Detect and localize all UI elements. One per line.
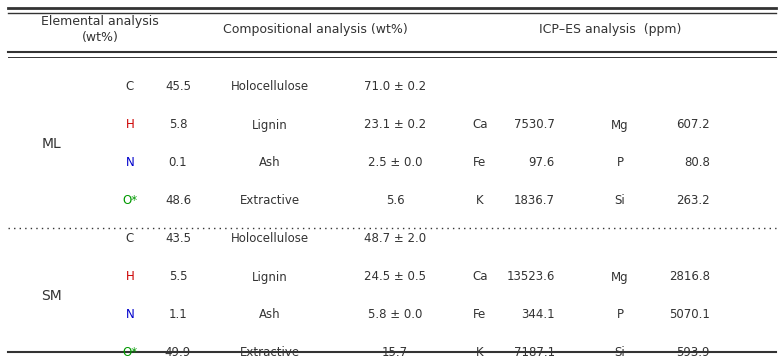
Text: 5.5: 5.5 bbox=[169, 270, 187, 283]
Text: 15.7: 15.7 bbox=[382, 347, 408, 360]
Text: Ca: Ca bbox=[472, 118, 488, 131]
Text: 1836.7: 1836.7 bbox=[514, 195, 555, 208]
Text: (wt%): (wt%) bbox=[82, 31, 118, 44]
Text: 49.9: 49.9 bbox=[165, 347, 191, 360]
Text: 48.6: 48.6 bbox=[165, 195, 191, 208]
Text: O*: O* bbox=[122, 195, 137, 208]
Text: O*: O* bbox=[122, 347, 137, 360]
Text: K: K bbox=[476, 195, 484, 208]
Text: Ash: Ash bbox=[260, 309, 281, 322]
Text: C: C bbox=[126, 81, 134, 93]
Text: 5070.1: 5070.1 bbox=[669, 309, 710, 322]
Text: Holocellulose: Holocellulose bbox=[231, 81, 309, 93]
Text: Mg: Mg bbox=[612, 270, 629, 283]
Text: H: H bbox=[125, 118, 134, 131]
Text: Mg: Mg bbox=[612, 118, 629, 131]
Text: ML: ML bbox=[42, 137, 62, 151]
Text: Ca: Ca bbox=[472, 270, 488, 283]
Text: 0.1: 0.1 bbox=[169, 157, 187, 170]
Text: Elemental analysis: Elemental analysis bbox=[41, 16, 159, 29]
Text: Fe: Fe bbox=[474, 157, 487, 170]
Text: Fe: Fe bbox=[474, 309, 487, 322]
Text: 23.1 ± 0.2: 23.1 ± 0.2 bbox=[364, 118, 426, 131]
Text: 263.2: 263.2 bbox=[677, 195, 710, 208]
Text: Compositional analysis (wt%): Compositional analysis (wt%) bbox=[223, 23, 408, 36]
Text: 13523.6: 13523.6 bbox=[506, 270, 555, 283]
Text: ICP–ES analysis  (ppm): ICP–ES analysis (ppm) bbox=[539, 23, 681, 36]
Text: 1.1: 1.1 bbox=[169, 309, 187, 322]
Text: N: N bbox=[125, 309, 134, 322]
Text: 5.8 ± 0.0: 5.8 ± 0.0 bbox=[368, 309, 423, 322]
Text: Si: Si bbox=[615, 347, 626, 360]
Text: Extractive: Extractive bbox=[240, 347, 300, 360]
Text: Lignin: Lignin bbox=[252, 118, 288, 131]
Text: P: P bbox=[616, 157, 623, 170]
Text: 5.8: 5.8 bbox=[169, 118, 187, 131]
Text: 48.7 ± 2.0: 48.7 ± 2.0 bbox=[364, 232, 426, 245]
Text: 593.9: 593.9 bbox=[677, 347, 710, 360]
Text: 344.1: 344.1 bbox=[521, 309, 555, 322]
Text: 71.0 ± 0.2: 71.0 ± 0.2 bbox=[364, 81, 426, 93]
Text: 45.5: 45.5 bbox=[165, 81, 191, 93]
Text: H: H bbox=[125, 270, 134, 283]
Text: Lignin: Lignin bbox=[252, 270, 288, 283]
Text: 2816.8: 2816.8 bbox=[669, 270, 710, 283]
Text: 97.6: 97.6 bbox=[528, 157, 555, 170]
Text: P: P bbox=[616, 309, 623, 322]
Text: 607.2: 607.2 bbox=[677, 118, 710, 131]
Text: 2.5 ± 0.0: 2.5 ± 0.0 bbox=[368, 157, 423, 170]
Text: 5.6: 5.6 bbox=[386, 195, 405, 208]
Text: 43.5: 43.5 bbox=[165, 232, 191, 245]
Text: K: K bbox=[476, 347, 484, 360]
Text: 24.5 ± 0.5: 24.5 ± 0.5 bbox=[364, 270, 426, 283]
Text: C: C bbox=[126, 232, 134, 245]
Text: 7187.1: 7187.1 bbox=[514, 347, 555, 360]
Text: SM: SM bbox=[42, 289, 63, 303]
Text: Si: Si bbox=[615, 195, 626, 208]
Text: 80.8: 80.8 bbox=[684, 157, 710, 170]
Text: Extractive: Extractive bbox=[240, 195, 300, 208]
Text: N: N bbox=[125, 157, 134, 170]
Text: 7530.7: 7530.7 bbox=[514, 118, 555, 131]
Text: Ash: Ash bbox=[260, 157, 281, 170]
Text: Holocellulose: Holocellulose bbox=[231, 232, 309, 245]
